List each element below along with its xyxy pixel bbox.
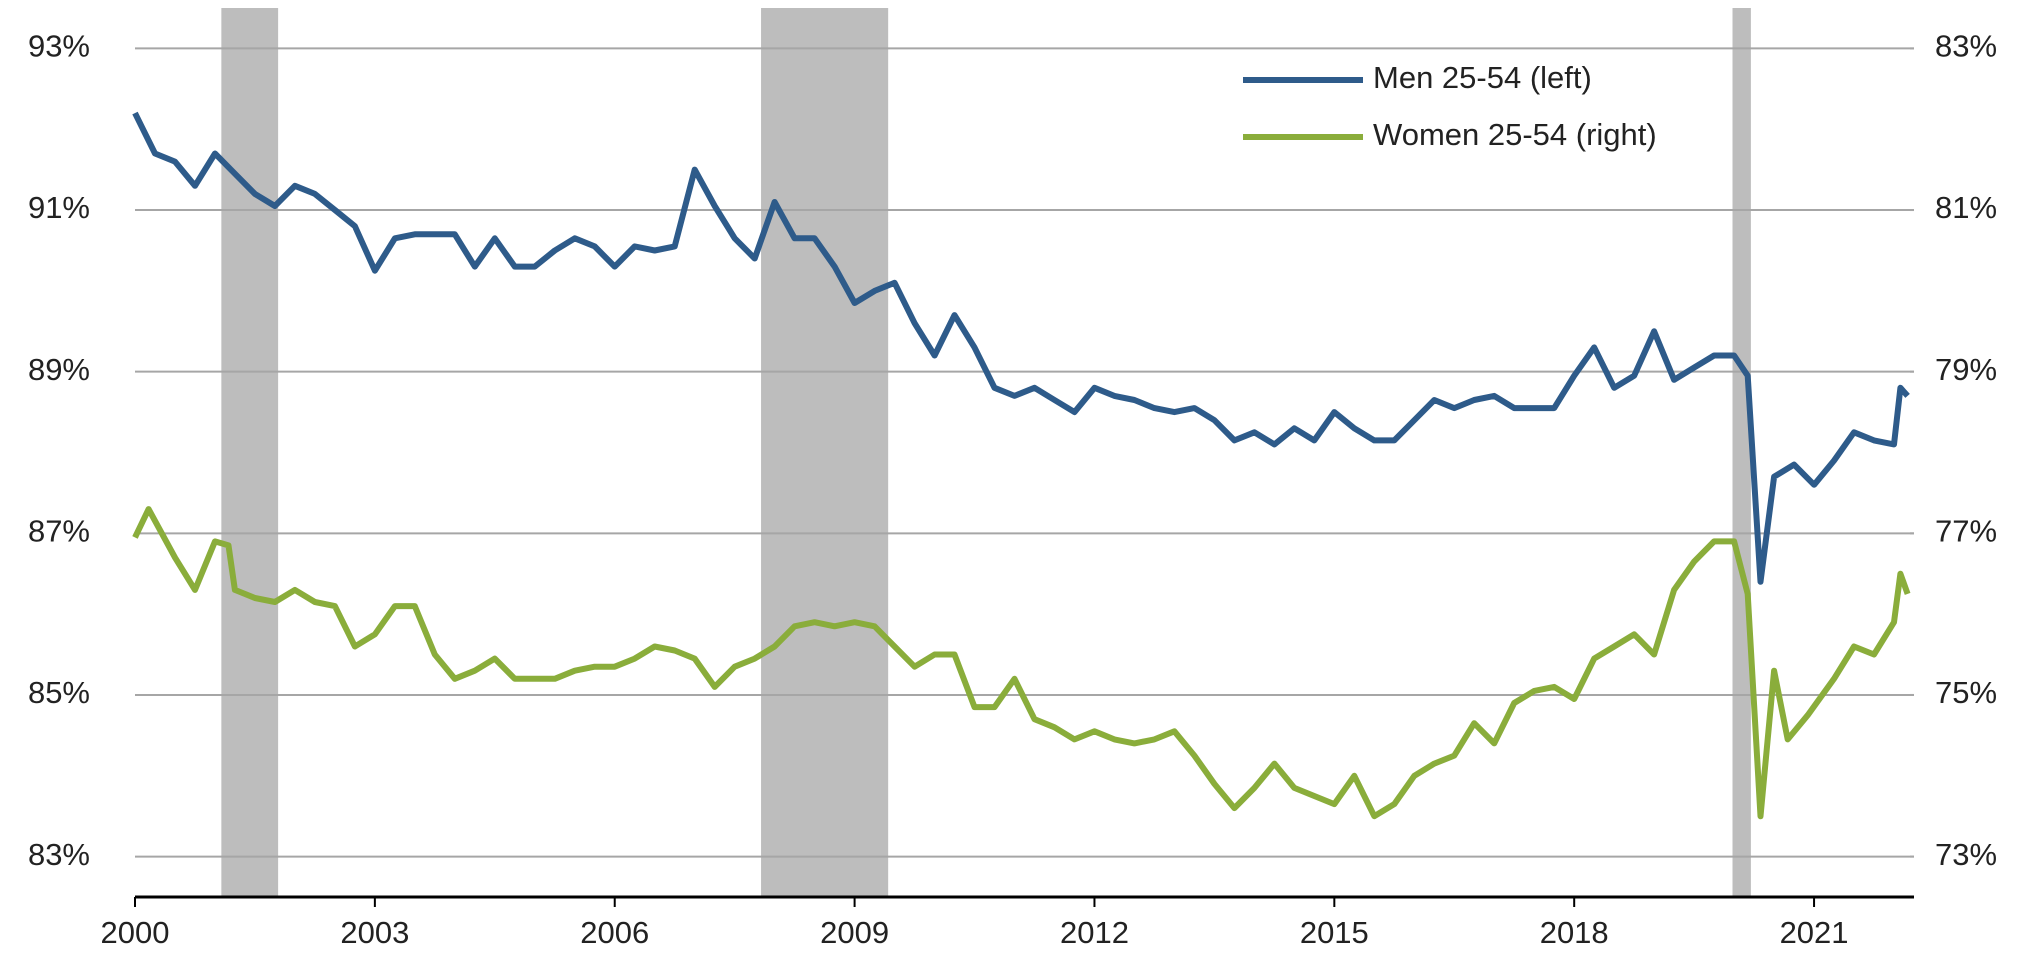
y2-tick-label: 81% xyxy=(1935,190,1997,225)
y-tick-label: 83% xyxy=(28,837,90,872)
y2-tick-label: 83% xyxy=(1935,29,1997,64)
series-line xyxy=(132,506,1911,820)
legend-label: Women 25-54 (right) xyxy=(1373,117,1657,152)
y-tick-label: 89% xyxy=(28,352,90,387)
y-tick-label: 85% xyxy=(28,675,90,710)
series-line xyxy=(132,111,1910,585)
y-tick-label: 93% xyxy=(28,29,90,64)
x-tick-label: 2006 xyxy=(580,915,649,950)
recession-band xyxy=(221,8,279,897)
x-tick-label: 2000 xyxy=(101,915,170,950)
recession-band xyxy=(1732,8,1751,897)
y2-tick-label: 79% xyxy=(1935,352,1997,387)
x-tick-label: 2021 xyxy=(1780,915,1849,950)
x-tick-label: 2015 xyxy=(1300,915,1369,950)
y2-tick-label: 73% xyxy=(1935,837,1997,872)
y2-tick-label: 75% xyxy=(1935,675,1997,710)
x-tick-label: 2003 xyxy=(340,915,409,950)
y2-tick-label: 77% xyxy=(1935,514,1997,549)
legend-label: Men 25-54 (left) xyxy=(1373,60,1592,95)
y-tick-label: 91% xyxy=(28,190,90,225)
recession-band xyxy=(761,8,889,897)
y-tick-label: 87% xyxy=(28,514,90,549)
x-tick-label: 2009 xyxy=(820,915,889,950)
x-tick-label: 2018 xyxy=(1540,915,1609,950)
x-tick-label: 2012 xyxy=(1060,915,1129,950)
